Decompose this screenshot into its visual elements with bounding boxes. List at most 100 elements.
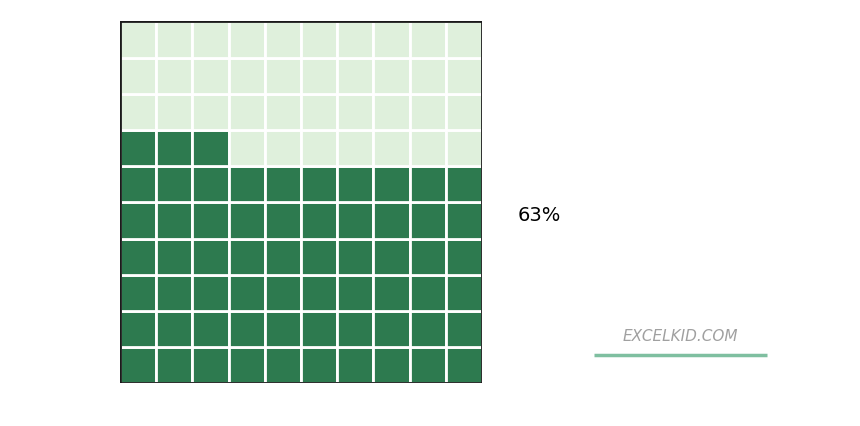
Bar (373, 311, 409, 347)
Bar (301, 275, 337, 311)
Bar (445, 347, 482, 383)
Bar (301, 21, 337, 58)
Bar (445, 130, 482, 166)
Bar (337, 311, 373, 347)
Bar (229, 311, 265, 347)
Bar (409, 166, 445, 202)
Bar (301, 311, 337, 347)
Bar (265, 347, 301, 383)
Bar (445, 166, 482, 202)
Bar (193, 275, 229, 311)
Bar (337, 202, 373, 239)
Text: 63%: 63% (518, 206, 561, 225)
Bar (265, 130, 301, 166)
Bar (373, 347, 409, 383)
Bar (157, 130, 193, 166)
Bar (337, 239, 373, 275)
Bar (409, 58, 445, 94)
Bar (120, 202, 157, 239)
Bar (157, 239, 193, 275)
Bar (229, 58, 265, 94)
Bar (409, 311, 445, 347)
Bar (445, 239, 482, 275)
Bar (337, 166, 373, 202)
Bar (265, 202, 301, 239)
Bar (301, 166, 337, 202)
Bar (193, 21, 229, 58)
Bar (193, 202, 229, 239)
Bar (265, 166, 301, 202)
Bar (157, 202, 193, 239)
Bar (120, 275, 157, 311)
Bar (229, 166, 265, 202)
Bar (157, 311, 193, 347)
Bar (193, 130, 229, 166)
Bar (229, 239, 265, 275)
Bar (409, 275, 445, 311)
Bar (445, 202, 482, 239)
Bar (301, 94, 337, 130)
Bar (337, 347, 373, 383)
Bar (445, 21, 482, 58)
Bar (301, 202, 337, 239)
Bar (373, 130, 409, 166)
Bar (229, 94, 265, 130)
Bar (229, 21, 265, 58)
Bar (193, 58, 229, 94)
Bar (157, 21, 193, 58)
Bar (120, 21, 157, 58)
Bar (301, 58, 337, 94)
Bar (373, 94, 409, 130)
Bar (301, 239, 337, 275)
Bar (373, 275, 409, 311)
Bar (157, 347, 193, 383)
Text: EXCELKID.COM: EXCELKID.COM (623, 329, 739, 344)
Bar (193, 311, 229, 347)
Bar (157, 166, 193, 202)
Bar (373, 58, 409, 94)
Bar (193, 347, 229, 383)
Bar (120, 166, 157, 202)
Bar (265, 94, 301, 130)
Bar (229, 347, 265, 383)
Bar (157, 275, 193, 311)
Bar (229, 130, 265, 166)
Bar (265, 311, 301, 347)
Bar (337, 275, 373, 311)
Bar (120, 130, 157, 166)
Bar (157, 58, 193, 94)
Bar (445, 94, 482, 130)
Bar (120, 347, 157, 383)
Bar (337, 58, 373, 94)
Bar (229, 275, 265, 311)
Bar (409, 202, 445, 239)
Bar (301, 347, 337, 383)
Bar (373, 21, 409, 58)
Bar (120, 94, 157, 130)
Bar (157, 94, 193, 130)
Bar (265, 239, 301, 275)
Bar (265, 21, 301, 58)
Bar (445, 58, 482, 94)
Bar (409, 239, 445, 275)
Bar (120, 58, 157, 94)
Bar (120, 311, 157, 347)
Bar (409, 21, 445, 58)
Bar (373, 202, 409, 239)
Bar (120, 239, 157, 275)
Bar (409, 130, 445, 166)
Bar (409, 94, 445, 130)
Bar (193, 166, 229, 202)
Bar (193, 239, 229, 275)
Bar (373, 166, 409, 202)
Bar (265, 58, 301, 94)
Bar (337, 130, 373, 166)
Bar (337, 21, 373, 58)
Bar (265, 275, 301, 311)
Bar (301, 130, 337, 166)
Bar (373, 239, 409, 275)
Bar (445, 275, 482, 311)
Bar (229, 202, 265, 239)
Bar (409, 347, 445, 383)
Bar (445, 311, 482, 347)
